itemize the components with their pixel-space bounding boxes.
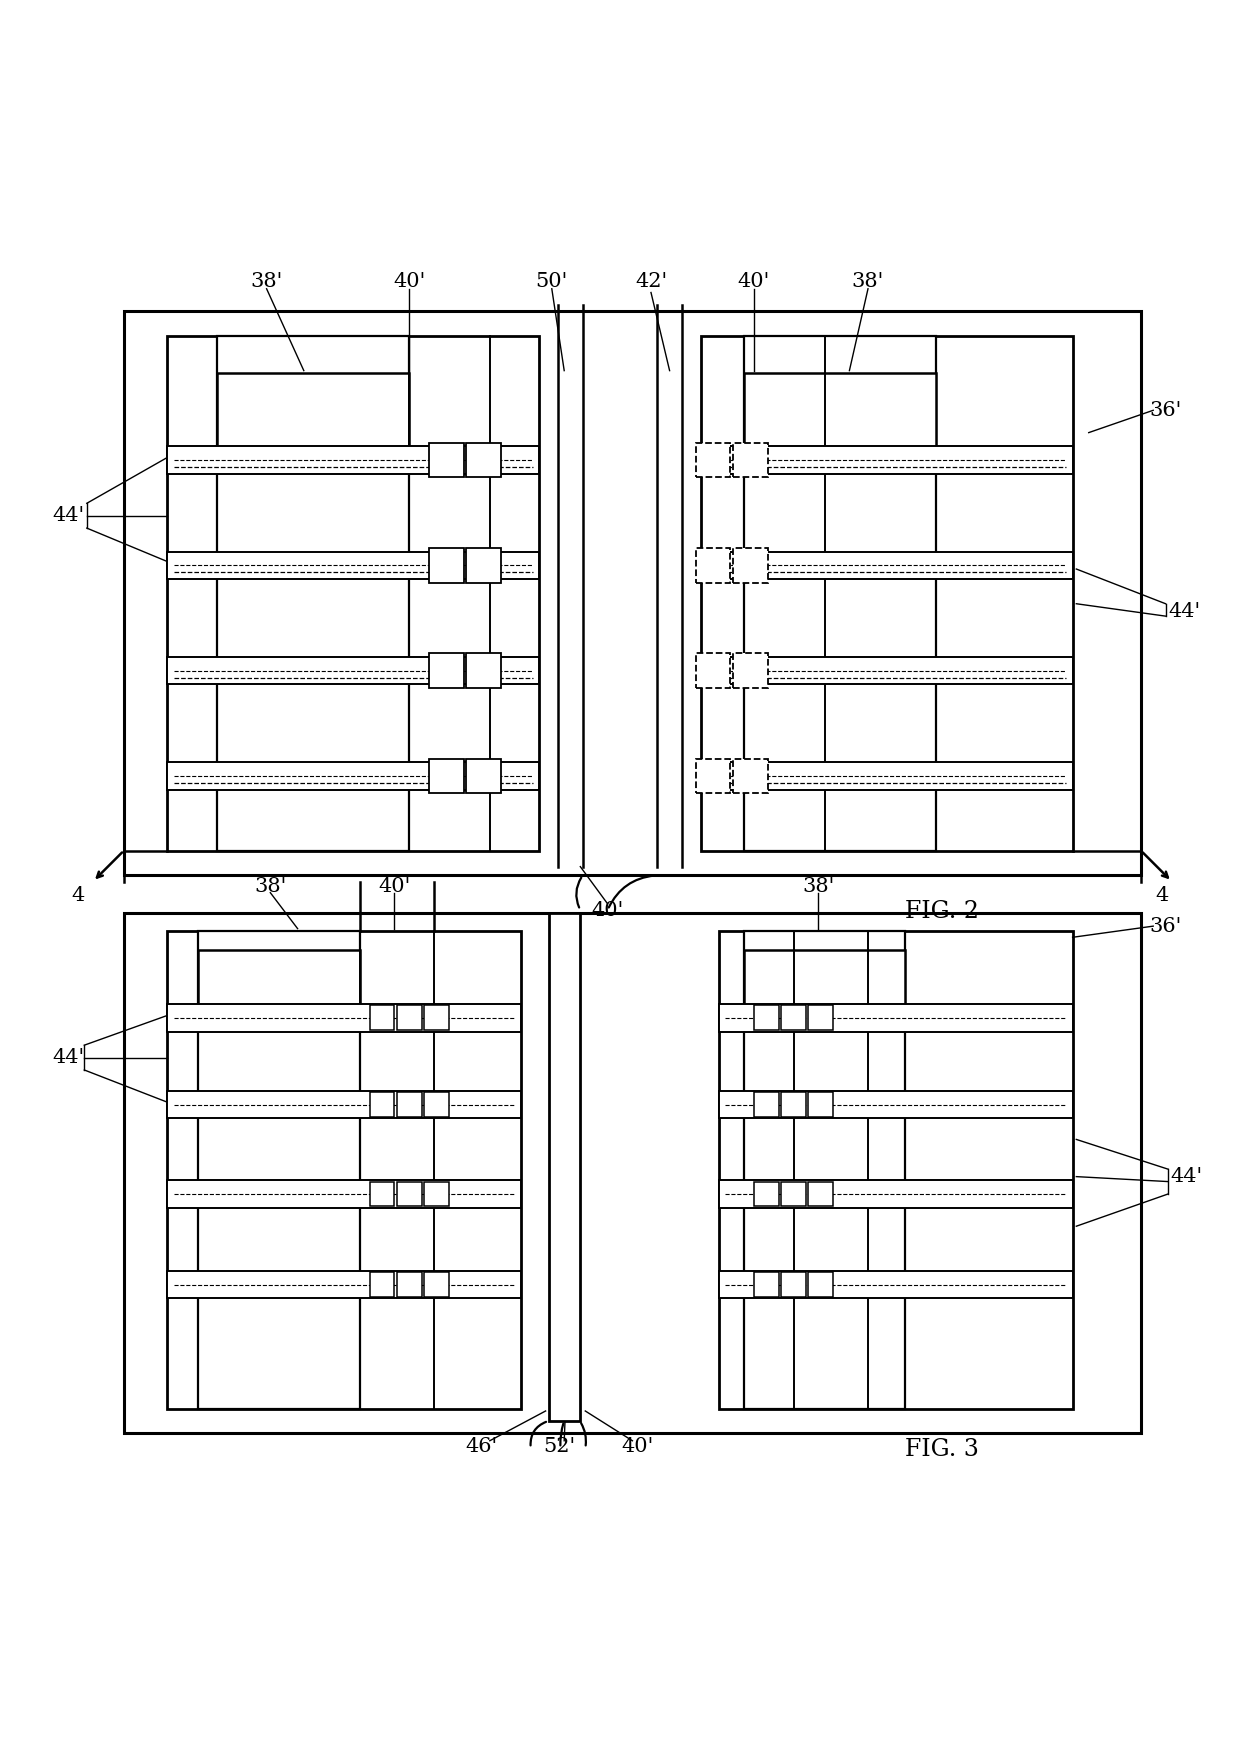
Bar xyxy=(424,1181,449,1206)
Text: 44': 44' xyxy=(1171,1167,1203,1186)
Bar xyxy=(808,1273,833,1298)
Bar xyxy=(167,658,539,684)
Bar xyxy=(808,1005,833,1030)
Bar xyxy=(466,443,501,478)
Text: 52': 52' xyxy=(543,1437,575,1456)
Bar xyxy=(466,548,501,582)
Text: 46': 46' xyxy=(465,1437,497,1456)
Text: 44': 44' xyxy=(52,506,84,525)
Bar xyxy=(167,1271,521,1298)
Bar xyxy=(397,1093,422,1118)
Bar xyxy=(424,1273,449,1298)
Bar xyxy=(754,1181,779,1206)
Bar xyxy=(781,1181,806,1206)
Bar xyxy=(754,1093,779,1118)
Bar xyxy=(466,654,501,688)
Text: 36': 36' xyxy=(1149,400,1182,420)
Bar xyxy=(370,1273,394,1298)
Bar xyxy=(167,337,539,850)
Bar xyxy=(466,758,501,793)
Text: 4: 4 xyxy=(1156,885,1168,904)
Text: 40': 40' xyxy=(378,876,410,896)
Bar xyxy=(781,1005,806,1030)
Bar xyxy=(429,758,464,793)
Text: 50': 50' xyxy=(536,272,568,291)
Bar xyxy=(549,913,580,1421)
Bar xyxy=(719,1005,1073,1031)
Text: FIG. 2: FIG. 2 xyxy=(905,899,980,922)
Bar xyxy=(719,1271,1073,1298)
Bar xyxy=(198,950,360,1017)
Text: 38': 38' xyxy=(802,876,835,896)
Bar xyxy=(754,1273,779,1298)
Text: 36': 36' xyxy=(1149,917,1182,936)
Bar xyxy=(719,1091,1073,1118)
Bar xyxy=(370,1005,394,1030)
Bar xyxy=(167,1091,521,1118)
Bar xyxy=(397,1273,422,1298)
Text: 38': 38' xyxy=(852,272,884,291)
Text: 4: 4 xyxy=(72,885,84,904)
Text: 40': 40' xyxy=(393,272,425,291)
Bar xyxy=(701,446,1073,474)
Text: 40': 40' xyxy=(621,1437,653,1456)
Text: 40': 40' xyxy=(591,901,624,920)
Bar xyxy=(744,950,905,1017)
Bar xyxy=(733,654,768,688)
Bar xyxy=(429,443,464,478)
Bar xyxy=(701,762,1073,790)
Bar xyxy=(124,913,1141,1433)
Bar xyxy=(754,1005,779,1030)
Bar xyxy=(701,337,1073,850)
Bar xyxy=(167,552,539,578)
Bar xyxy=(167,446,539,474)
Bar xyxy=(167,1181,521,1208)
Bar xyxy=(781,1093,806,1118)
Bar xyxy=(733,758,768,793)
Text: 38': 38' xyxy=(250,272,283,291)
Bar xyxy=(370,1181,394,1206)
Bar xyxy=(719,1181,1073,1208)
Bar xyxy=(781,1273,806,1298)
Bar xyxy=(696,548,730,582)
Bar xyxy=(696,654,730,688)
Bar xyxy=(167,1005,521,1031)
Bar xyxy=(701,552,1073,578)
Bar xyxy=(744,374,936,453)
Text: 42': 42' xyxy=(635,272,667,291)
Text: 44': 44' xyxy=(52,1047,84,1067)
Bar xyxy=(808,1181,833,1206)
Text: 44': 44' xyxy=(1168,601,1200,621)
Bar xyxy=(733,548,768,582)
Bar xyxy=(397,1005,422,1030)
Bar xyxy=(424,1005,449,1030)
Bar xyxy=(397,1181,422,1206)
Bar xyxy=(744,337,936,850)
Bar xyxy=(167,931,521,1409)
Bar xyxy=(744,931,905,1409)
Bar xyxy=(217,374,409,453)
Bar xyxy=(124,310,1141,874)
Bar xyxy=(733,443,768,478)
Bar xyxy=(429,548,464,582)
Bar xyxy=(429,654,464,688)
Bar xyxy=(696,758,730,793)
Bar xyxy=(696,443,730,478)
Bar xyxy=(808,1093,833,1118)
Text: 38': 38' xyxy=(254,876,286,896)
Bar xyxy=(370,1093,394,1118)
Bar xyxy=(198,931,360,1409)
Text: 40': 40' xyxy=(738,272,770,291)
Bar xyxy=(424,1093,449,1118)
Bar xyxy=(217,337,409,850)
Bar xyxy=(719,931,1073,1409)
Bar xyxy=(167,762,539,790)
Text: FIG. 3: FIG. 3 xyxy=(905,1439,980,1462)
Bar xyxy=(701,658,1073,684)
